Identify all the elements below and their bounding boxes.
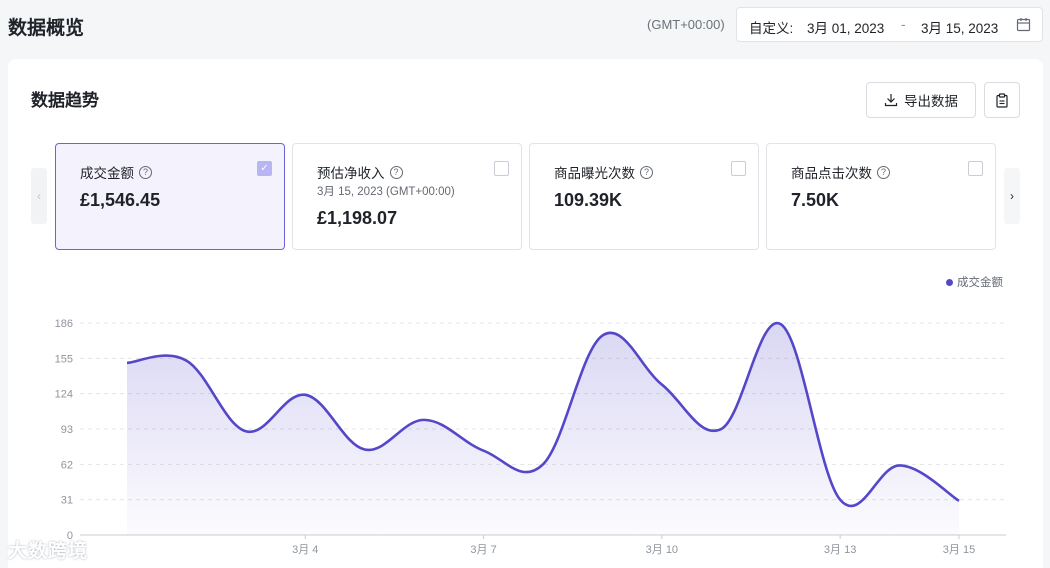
metric-value: £1,546.45 <box>80 190 161 210</box>
metric-value: 109.39K <box>554 190 623 210</box>
metric-value: £1,198.07 <box>317 208 398 228</box>
clipboard-button[interactable] <box>984 82 1020 118</box>
y-tick-label: 124 <box>55 389 73 401</box>
y-tick-label: 186 <box>55 318 73 330</box>
section-title: 数据趋势 <box>31 91 99 110</box>
date-range-picker[interactable]: 自定义: 3月 01, 2023 - 3月 15, 2023 <box>736 7 1043 42</box>
calendar-icon[interactable] <box>1016 17 1031 32</box>
metric-label: 商品曝光次数 <box>554 166 635 181</box>
metric-card-impressions[interactable]: 商品曝光次数? 109.39K <box>529 143 759 250</box>
y-tick-label: 155 <box>55 353 73 365</box>
x-tick-label: 3月 13 <box>824 544 856 556</box>
x-tick-label: 3月 7 <box>470 544 496 556</box>
y-tick-label: 62 <box>61 459 73 471</box>
y-tick-label: 0 <box>67 530 73 542</box>
timezone-label: (GMT+00:00) <box>647 17 725 32</box>
metric-label: 商品点击次数 <box>791 166 872 181</box>
metric-checkbox[interactable]: ✓ <box>257 161 272 176</box>
top-bar: 数据概览 (GMT+00:00) 自定义: 3月 01, 2023 - 3月 1… <box>0 0 1050 52</box>
help-icon[interactable]: ? <box>877 165 890 179</box>
date-start[interactable]: 3月 01, 2023 <box>807 21 885 36</box>
clipboard-icon <box>996 92 1008 108</box>
watermark: 大数跨境 <box>8 541 89 562</box>
x-tick-label: 3月 10 <box>646 544 678 556</box>
metric-checkbox[interactable] <box>494 161 509 176</box>
x-tick-label: 3月 4 <box>292 544 318 556</box>
download-icon <box>884 94 898 107</box>
legend-label: 成交金额 <box>957 277 1003 289</box>
legend-dot <box>946 278 953 286</box>
export-data-button[interactable]: 导出数据 <box>866 82 976 118</box>
chevron-left-icon: ‹ <box>37 189 41 203</box>
metric-card-clicks[interactable]: 商品点击次数? 7.50K <box>766 143 996 250</box>
chart-legend[interactable]: 成交金额 <box>946 274 1003 290</box>
date-range-label: 自定义: <box>749 21 794 36</box>
page-title: 数据概览 <box>8 18 85 39</box>
y-tick-label: 31 <box>61 495 73 507</box>
series-line <box>126 321 960 508</box>
metric-card-gmv[interactable]: 成交金额? £1,546.45 ✓ <box>55 143 285 250</box>
metric-subtitle: 3月 15, 2023 (GMT+00:00) <box>317 186 455 198</box>
help-icon[interactable]: ? <box>640 165 653 179</box>
metric-label: 成交金额 <box>80 166 134 181</box>
x-tick-label: 3月 15 <box>943 544 975 556</box>
carousel-next-button[interactable]: › <box>1004 168 1020 224</box>
help-icon[interactable]: ? <box>139 165 152 179</box>
carousel-prev-button[interactable]: ‹ <box>31 168 47 224</box>
metric-value: 7.50K <box>791 190 840 210</box>
chevron-right-icon: › <box>1010 189 1014 203</box>
help-icon[interactable]: ? <box>389 165 403 179</box>
export-data-label: 导出数据 <box>904 94 958 109</box>
metric-checkbox[interactable] <box>731 161 746 176</box>
metric-card-net-income[interactable]: 预估净收入? 3月 15, 2023 (GMT+00:00) £1,198.07 <box>292 143 522 250</box>
check-icon: ✓ <box>260 163 269 174</box>
metric-label: 预估净收入 <box>317 166 385 181</box>
series-area <box>127 323 959 535</box>
metric-checkbox[interactable] <box>968 161 983 176</box>
y-tick-label: 93 <box>61 424 73 436</box>
date-end[interactable]: 3月 15, 2023 <box>921 21 999 36</box>
date-separator: - <box>901 17 906 32</box>
